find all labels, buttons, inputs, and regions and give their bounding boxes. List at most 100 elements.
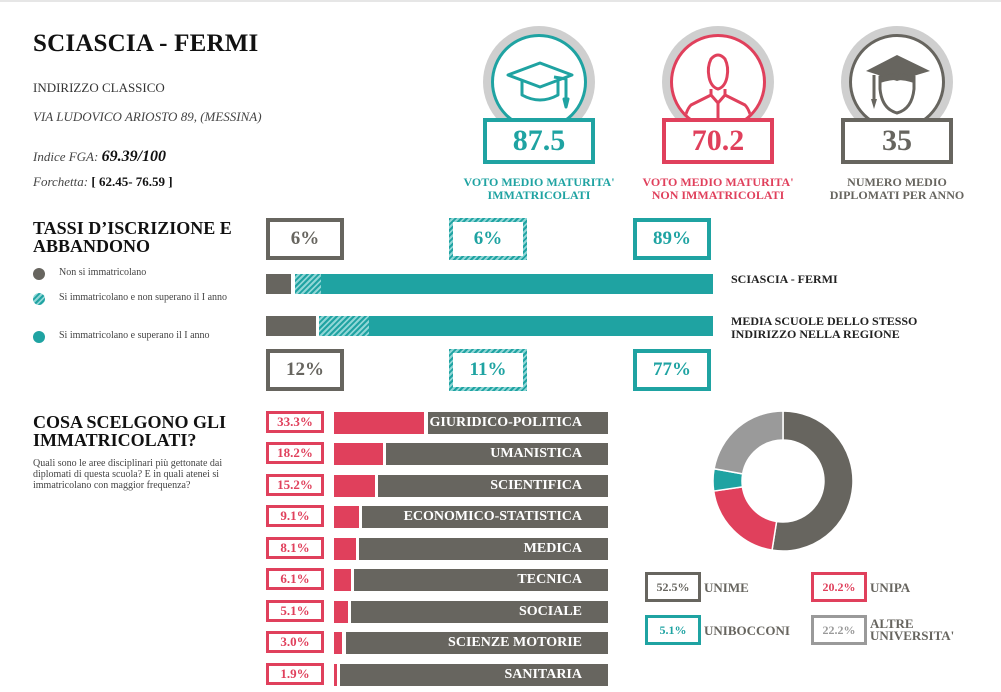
discipline-bar-fill <box>334 443 383 465</box>
discipline-pct: 1.9% <box>266 663 324 685</box>
discipline-row: 5.1% SOCIALE <box>266 600 608 623</box>
school-title: SCIASCIA - FERMI <box>33 30 259 57</box>
discipline-row: 3.0% SCIENZE MOTORIE <box>266 631 608 654</box>
region-stacked-bar <box>266 316 713 336</box>
school-stacked-bar <box>266 274 713 294</box>
discipline-row: 9.1% ECONOMICO-STATISTICA <box>266 505 608 528</box>
legend-label: Si immatricolano e non superano il I ann… <box>59 292 228 303</box>
discipline-label: TECNICA <box>517 572 582 587</box>
discipline-bar-fill <box>334 506 359 528</box>
person-icon <box>670 34 766 130</box>
region-label-line2: INDIRIZZO NELLA REGIONE <box>731 327 900 341</box>
kpi-voto-immatricolati: 87.5 VOTO MEDIO MATURITA' IMMATRICOLATI <box>454 26 624 206</box>
discipline-row: 33.3% GIURIDICO-POLITICA <box>266 411 608 434</box>
discipline-label: ECONOMICO-STATISTICA <box>403 509 582 524</box>
school-superano-pct: 89% <box>633 218 711 260</box>
enrollment-title-line2: ABBANDONO <box>33 236 151 256</box>
graduation-cap-icon <box>491 34 587 130</box>
enrollment-title: TASSI D’ISCRIZIONE E ABBANDONO <box>33 219 232 255</box>
discipline-bar-fill <box>334 538 356 560</box>
region-non-immatricolati-pct: 12% <box>266 349 344 391</box>
discipline-bar-fill <box>334 475 375 497</box>
bar-segment-non-superano <box>319 316 369 336</box>
discipline-bar-fill <box>334 569 351 591</box>
choices-title-line2: IMMATRICOLATI? <box>33 430 197 450</box>
discipline-label: SCIENZE MOTORIE <box>448 635 582 650</box>
uni-unipa-pct: 20.2% <box>811 572 867 602</box>
school-bar-label: SCIASCIA - FERMI <box>731 272 838 286</box>
discipline-pct: 3.0% <box>266 631 324 653</box>
legend-superano: Si immatricolano e superano il I anno <box>33 330 239 343</box>
discipline-bar-track <box>340 664 608 686</box>
discipline-pct: 8.1% <box>266 537 324 559</box>
choices-description: Quali sono le aree disciplinari più gett… <box>33 458 223 491</box>
discipline-label: GIURIDICO-POLITICA <box>429 415 582 430</box>
uni-unime-pct: 52.5% <box>645 572 701 602</box>
forchetta-label: Forchetta: <box>33 174 89 189</box>
discipline-pct: 5.1% <box>266 600 324 622</box>
teal-dot-icon <box>33 331 45 343</box>
forchetta-value: [ 62.45- 76.59 ] <box>91 174 173 189</box>
fga-label: Indice FGA: <box>33 149 99 164</box>
discipline-bar-track <box>386 443 608 465</box>
discipline-label: SOCIALE <box>518 604 582 619</box>
discipline-row: 15.2% SCIENTIFICA <box>266 474 608 497</box>
kpi-caption-line2: NON IMMATRICOLATI <box>651 188 785 202</box>
legend-label: Si immatricolano e superano il I anno <box>59 330 210 341</box>
choices-title-line1: COSA SCELGONO GLI <box>33 412 227 432</box>
bar-segment-superano <box>369 316 713 336</box>
region-bar-label: MEDIA SCUOLE DELLO STESSO INDIRIZZO NELL… <box>731 315 917 341</box>
discipline-label: UMANISTICA <box>490 446 582 461</box>
choices-title: COSA SCELGONO GLI IMMATRICOLATI? <box>33 413 226 449</box>
fga-value: 69.39/100 <box>101 148 167 165</box>
kpi-value: 87.5 <box>483 118 595 164</box>
uni-altre-label: ALTRE UNIVERSITA' <box>870 616 955 643</box>
enrollment-title-line1: TASSI D’ISCRIZIONE E <box>33 218 232 238</box>
donut-slice-unime <box>771 410 854 552</box>
bar-gap <box>291 274 295 294</box>
bar-segment-superano <box>321 274 713 294</box>
kpi-caption-line1: NUMERO MEDIO <box>847 175 947 189</box>
uni-unibocconi-pct: 5.1% <box>645 615 701 645</box>
bar-gap <box>316 316 319 336</box>
discipline-row: 18.2% UMANISTICA <box>266 442 608 465</box>
region-superano-pct: 77% <box>633 349 711 391</box>
discipline-bar-track <box>346 632 608 654</box>
kpi-caption: VOTO MEDIO MATURITA' NON IMMATRICOLATI <box>633 176 803 202</box>
kpi-voto-non-immatricolati: 70.2 VOTO MEDIO MATURITA' NON IMMATRICOL… <box>633 26 803 206</box>
graduate-person-icon <box>849 34 945 130</box>
universities-donut-chart <box>712 410 854 552</box>
uni-unibocconi-label: UNIBOCCONI <box>704 623 790 638</box>
kpi-caption-line2: DIPLOMATI PER ANNO <box>829 188 965 202</box>
uni-altre-label-line1: ALTRE <box>870 616 914 631</box>
fga-index: Indice FGA: 69.39/100 <box>33 148 166 166</box>
discipline-pct: 15.2% <box>266 474 324 496</box>
kpi-caption: VOTO MEDIO MATURITA' IMMATRICOLATI <box>454 176 624 202</box>
pct-value: 6% <box>453 222 523 256</box>
discipline-pct: 33.3% <box>266 411 324 433</box>
bar-segment-non-immatricolati <box>266 274 291 294</box>
gray-dot-icon <box>33 268 45 280</box>
legend-label: Non si immatricolano <box>59 267 147 278</box>
discipline-bar-track <box>378 475 608 497</box>
kpi-caption-line1: VOTO MEDIO MATURITA' <box>463 175 615 189</box>
uni-altre-pct: 22.2% <box>811 615 867 645</box>
uni-unipa-label: UNIPA <box>870 580 911 595</box>
discipline-bar-fill <box>334 601 348 623</box>
discipline-bar-fill <box>334 412 424 434</box>
forchetta: Forchetta: [ 62.45- 76.59 ] <box>33 174 173 190</box>
discipline-bar-fill <box>334 632 342 654</box>
legend-non-superano: Si immatricolano e non superano il I ann… <box>33 292 239 305</box>
discipline-row: 1.9% SANITARIA <box>266 663 608 686</box>
discipline-bar-track <box>428 412 608 434</box>
uni-altre-label-line2: UNIVERSITA' <box>870 628 955 643</box>
hatched-teal-dot-icon <box>33 293 45 305</box>
discipline-bar-track <box>351 601 608 623</box>
discipline-bar-fill <box>334 664 337 686</box>
kpi-value: 70.2 <box>662 118 774 164</box>
region-non-superano-pct: 11% <box>449 349 527 391</box>
discipline-label: MEDICA <box>523 541 582 556</box>
school-non-immatricolati-pct: 6% <box>266 218 344 260</box>
school-non-superano-pct: 6% <box>449 218 527 260</box>
discipline-row: 6.1% TECNICA <box>266 568 608 591</box>
